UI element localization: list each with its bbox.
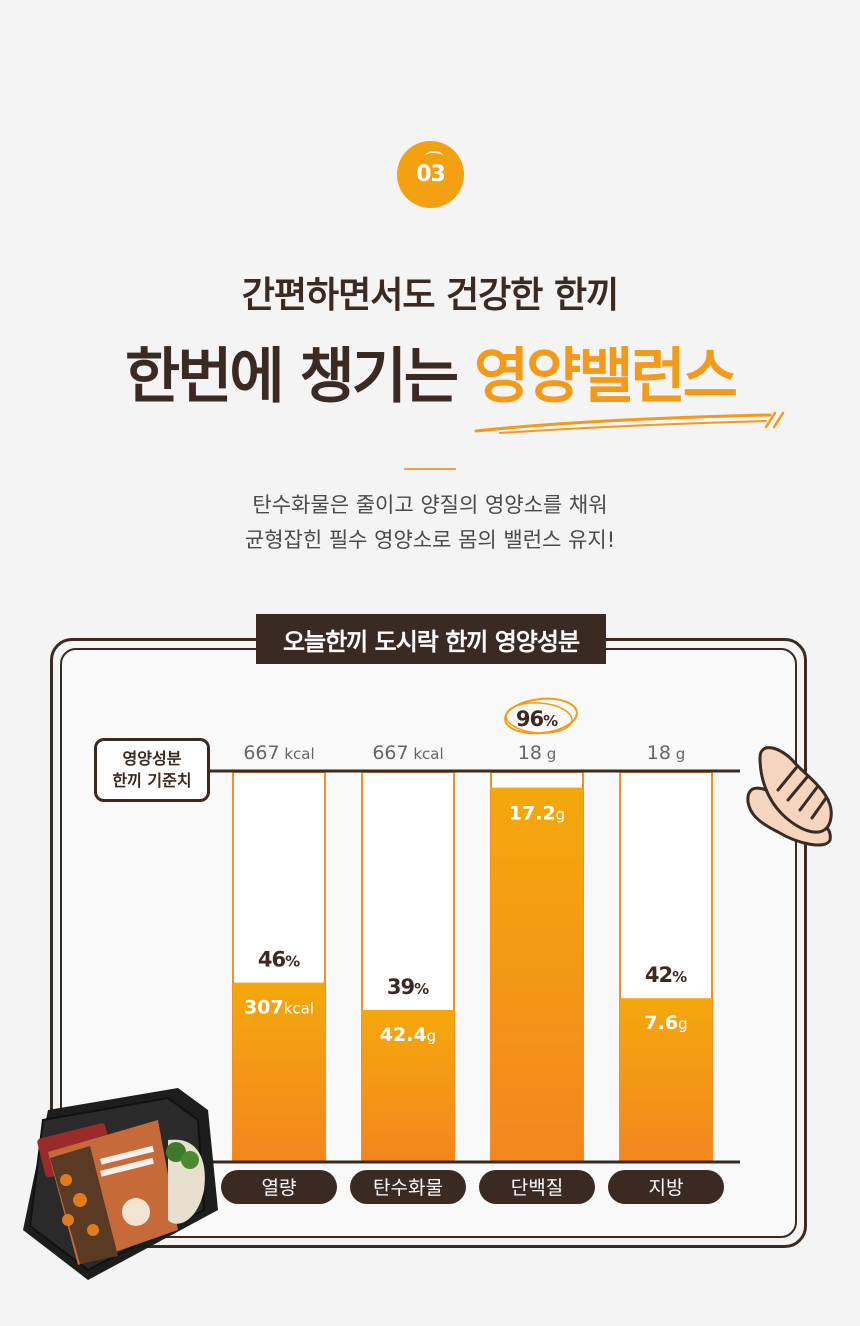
- bar-fill-1: [362, 1009, 454, 1162]
- percent-label-2: 96%: [516, 707, 558, 731]
- section-description: 탄수화물은 줄이고 양질의 영양소를 채워 균형잡힌 필수 영양소로 몸의 밸런…: [0, 488, 860, 558]
- description-line-2: 균형잡힌 필수 영양소로 몸의 밸런스 유지!: [244, 528, 616, 552]
- percent-label-3: 42%: [645, 963, 687, 987]
- category-label-3: 지방: [649, 1177, 684, 1199]
- reference-value-1: 667 kcal: [372, 742, 443, 764]
- highlight-circle-icon-inner: [505, 702, 573, 734]
- actual-value-2: 17.2g: [509, 803, 565, 825]
- actual-value-1: 42.4g: [380, 1024, 436, 1046]
- section-title: 한번에 챙기는 영양밸런스: [0, 328, 860, 415]
- reference-label: 영양성분 한끼 기준치: [94, 738, 210, 802]
- nutrition-panel-title: 오늘한끼 도시락 한끼 영양성분: [256, 614, 606, 664]
- chicken-breast-illustration: [746, 746, 833, 847]
- bar-fill-3: [620, 998, 712, 1162]
- percent-label-1: 39%: [387, 975, 429, 999]
- percent-label-0: 46%: [258, 948, 300, 972]
- category-label-1: 탄수화물: [373, 1177, 443, 1199]
- lunchbox-image: [23, 1088, 218, 1280]
- category-label-2: 단백질: [511, 1177, 563, 1199]
- category-pill-3: [608, 1170, 724, 1204]
- step-number-badge: 03: [397, 141, 464, 208]
- section-subtitle: 간편하면서도 건강한 한끼: [241, 275, 619, 316]
- category-pill-1: [350, 1170, 466, 1204]
- reference-value-0: 667 kcal: [243, 742, 314, 764]
- reference-label-line-1: 영양성분: [122, 749, 182, 768]
- step-number: 03: [416, 162, 446, 187]
- category-pill-2: [479, 1170, 595, 1204]
- badge-shine-icon: [425, 151, 443, 161]
- reference-value-2: 18 g: [518, 742, 556, 764]
- category-pill-0: [221, 1170, 337, 1204]
- bar-fill-2: [491, 787, 583, 1162]
- bar-fill-0: [233, 982, 325, 1162]
- swoosh-underline-icon: [474, 411, 785, 434]
- section-title-main: 한번에 챙기는: [125, 342, 474, 412]
- actual-value-3: 7.6g: [644, 1012, 687, 1034]
- category-label-0: 열량: [262, 1177, 297, 1199]
- actual-value-0: 307kcal: [244, 997, 314, 1019]
- section-title-highlight: 영양밸런스: [473, 342, 738, 412]
- reference-label-line-2: 한끼 기준치: [112, 771, 192, 790]
- reference-value-3: 18 g: [647, 742, 685, 764]
- divider-line: [404, 468, 456, 470]
- description-line-1: 탄수화물은 줄이고 양질의 영양소를 채워: [252, 493, 608, 517]
